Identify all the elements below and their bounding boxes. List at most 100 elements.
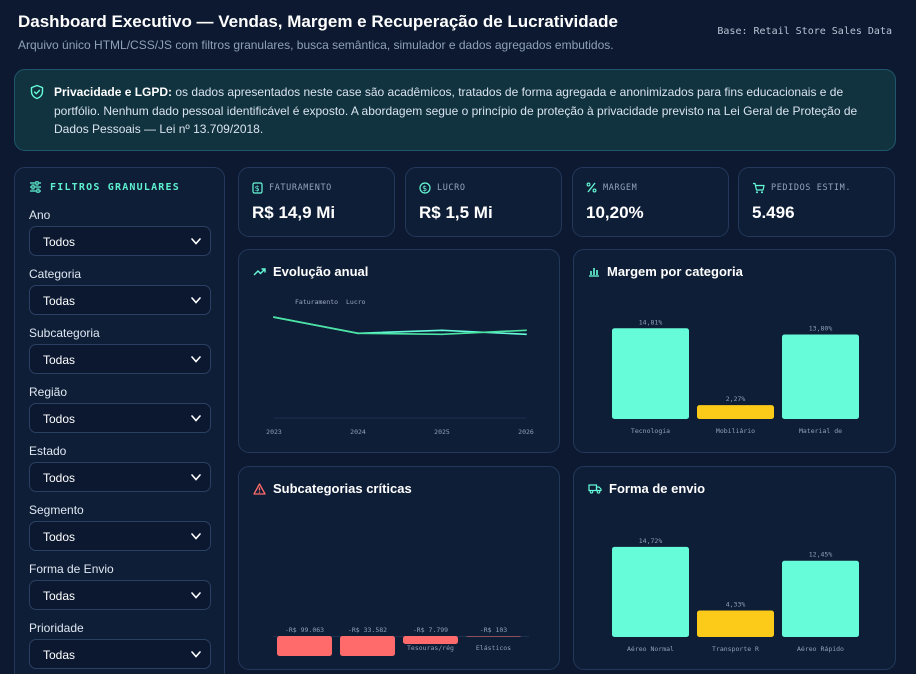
chevron-down-icon xyxy=(191,415,201,422)
kpi-label: MARGEM xyxy=(603,182,638,193)
shield-check-icon xyxy=(30,84,44,100)
kpi-label: FATURAMENTO xyxy=(269,183,332,193)
filter-value: Todos xyxy=(43,235,76,249)
data-source-tag: Base: Retail Store Sales Data xyxy=(717,26,892,37)
filter-value: Todas xyxy=(43,648,76,662)
data-point xyxy=(357,332,359,335)
category-label: Transporte R xyxy=(712,645,759,653)
data-point xyxy=(441,333,443,336)
filter-value: Todas xyxy=(43,589,76,603)
bar xyxy=(697,610,774,637)
bar-chart-icon xyxy=(589,268,599,277)
filter-label-ano: Ano xyxy=(29,208,51,222)
shipping-mode-panel: Forma de envio 14,72% Aéreo Normal 4,33% Tr… xyxy=(573,466,896,670)
bar xyxy=(697,405,774,419)
truck-icon xyxy=(588,484,602,494)
x-tick-label: 2026 xyxy=(518,428,534,436)
filter-value: Todas xyxy=(43,294,76,308)
chevron-down-icon xyxy=(191,533,201,540)
bar xyxy=(340,636,395,656)
data-point xyxy=(525,329,527,332)
bar-value-label: 14,72% xyxy=(639,537,663,545)
bar-value-label: -R$ 33.582 xyxy=(348,626,387,634)
annual-evolution-panel: Evolução anual 2023 2024 2025 2026 Faturamen… xyxy=(238,249,560,453)
data-point xyxy=(441,329,443,332)
bar-value-label: 13,80% xyxy=(809,324,833,332)
shipping-mode-title: Forma de envio xyxy=(609,481,706,496)
critical-subcategories-panel: Subcategorias críticas -R$ 99.063 -R$ 33.… xyxy=(238,466,560,670)
filter-select-estado[interactable]: Todos xyxy=(29,462,211,492)
filter-value: Todas xyxy=(43,353,76,367)
filter-select-forma-envio[interactable]: Todas xyxy=(29,580,211,610)
svg-text:$: $ xyxy=(422,184,428,193)
bar-value-label: 4,33% xyxy=(726,600,746,608)
data-point xyxy=(525,333,527,336)
category-label: Material de xyxy=(799,427,842,435)
bar-value-label: 14,81% xyxy=(639,318,663,326)
bar xyxy=(612,546,689,637)
filter-select-subcategoria[interactable]: Todas xyxy=(29,344,211,374)
chevron-down-icon xyxy=(191,297,201,304)
x-tick-label: 2023 xyxy=(266,428,282,436)
kpi-header: $ FATURAMENTO xyxy=(252,182,332,194)
receipt-icon: $ xyxy=(252,182,263,194)
page-subtitle: Arquivo único HTML/CSS/JS com filtros gr… xyxy=(18,38,614,52)
bar-value-label: -R$ 103 xyxy=(480,626,507,634)
filter-label-estado: Estado xyxy=(29,444,67,458)
percent-icon xyxy=(586,182,597,193)
kpi-header: PEDIDOS ESTIM. xyxy=(752,182,851,194)
privacy-text: Privacidade e LGPD: os dados apresentado… xyxy=(54,83,889,139)
warning-icon xyxy=(253,482,266,495)
category-margin-title: Margem por categoria xyxy=(607,264,743,279)
filter-label-forma-envio: Forma de Envio xyxy=(29,562,114,576)
bar xyxy=(466,636,521,637)
x-tick-label: 2024 xyxy=(350,428,366,436)
kpi-header: $ LUCRO xyxy=(419,182,466,194)
bar xyxy=(612,328,689,419)
kpi-value: 10,20% xyxy=(586,203,644,222)
dollar-circle-icon: $ xyxy=(419,182,431,194)
bar-value-label: 12,45% xyxy=(809,551,833,559)
cart-icon xyxy=(752,182,765,194)
filter-select-segmento[interactable]: Todos xyxy=(29,521,211,551)
filter-select-prioridade[interactable]: Todas xyxy=(29,639,211,669)
chevron-down-icon xyxy=(191,474,201,481)
filter-label-regiao: Região xyxy=(29,385,68,399)
filter-select-categoria[interactable]: Todas xyxy=(29,285,211,315)
category-margin-panel: Margem por categoria 14,81% Tecnologia 2,2… xyxy=(573,249,896,453)
bar xyxy=(782,334,859,419)
data-point xyxy=(273,316,275,319)
bar xyxy=(403,636,458,644)
critical-subcategories-title: Subcategorias críticas xyxy=(273,481,412,496)
chevron-down-icon xyxy=(191,651,201,658)
sliders-icon xyxy=(30,181,41,193)
filters-panel: FILTROS GRANULARES Ano Todos Categoria Toda… xyxy=(14,167,225,674)
filter-label-categoria: Categoria xyxy=(29,267,82,281)
filter-label-prioridade: Prioridade xyxy=(29,621,84,635)
category-label: Aéreo Normal xyxy=(627,645,674,653)
kpi-value: 5.496 xyxy=(752,203,795,222)
x-tick-label: 2025 xyxy=(434,428,450,436)
annual-evolution-title: Evolução anual xyxy=(273,264,369,279)
kpi-card-pedidos: PEDIDOS ESTIM. 5.496 xyxy=(738,167,895,237)
privacy-title: Privacidade e LGPD: xyxy=(54,85,173,99)
kpi-label: LUCRO xyxy=(437,183,466,193)
filter-select-ano[interactable]: Todos xyxy=(29,226,211,256)
bar-value-label: 2,27% xyxy=(726,395,746,403)
svg-text:$: $ xyxy=(255,184,261,193)
chevron-down-icon xyxy=(191,238,201,245)
kpi-card-faturamento: $ FATURAMENTO R$ 14,9 Mi xyxy=(238,167,395,237)
filter-value: Todos xyxy=(43,471,76,485)
category-label: Elásticos xyxy=(476,644,511,652)
kpi-value: R$ 1,5 Mi xyxy=(419,203,493,222)
category-label: Tecnologia xyxy=(631,427,670,435)
chevron-down-icon xyxy=(191,356,201,363)
page-title: Dashboard Executivo — Vendas, Margem e R… xyxy=(18,12,618,31)
kpi-card-margem: MARGEM 10,20% xyxy=(572,167,729,237)
kpi-card-lucro: $ LUCRO R$ 1,5 Mi xyxy=(405,167,562,237)
filter-select-regiao[interactable]: Todos xyxy=(29,403,211,433)
category-label: Tesouras/rég xyxy=(407,644,454,652)
filter-value: Todos xyxy=(43,412,76,426)
filters-title: FILTROS GRANULARES xyxy=(50,181,180,193)
filter-label-segmento: Segmento xyxy=(29,503,84,517)
